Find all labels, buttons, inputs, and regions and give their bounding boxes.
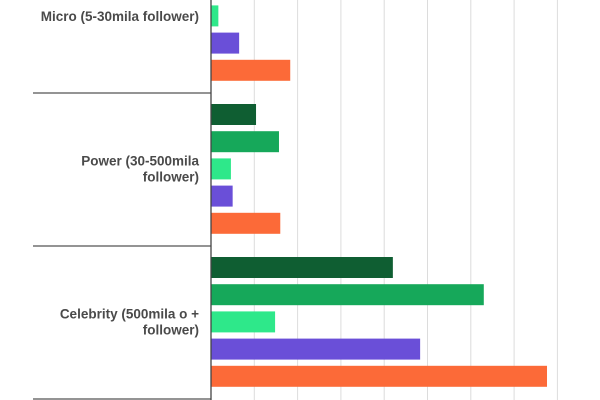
bar-3-3 (211, 311, 276, 333)
bar-2-3 (211, 158, 231, 180)
category-label-line: Micro (5-30mila follower) (41, 9, 199, 24)
bar-3-1 (211, 257, 393, 278)
bar-2-1 (211, 104, 257, 125)
category-label: Power (30-500mila follower) (81, 154, 199, 185)
bar-3-4 (211, 338, 421, 360)
category-label-line: follower) (143, 323, 199, 338)
bar-2-4 (211, 185, 233, 207)
bar-1-5 (211, 59, 291, 81)
bar-1-3 (211, 5, 219, 27)
category-label: Micro (5-30mila follower) (41, 9, 199, 24)
bar-2-5 (211, 212, 281, 234)
category-label: Celebrity (500mila o + follower) (60, 307, 199, 338)
bar-2-2 (211, 131, 279, 153)
category-label-line: Celebrity (500mila o + (60, 307, 199, 322)
category-label-line: Power (30-500mila (81, 154, 199, 169)
bar-3-5 (211, 365, 548, 387)
bar-1-4 (211, 32, 240, 54)
category-label-line: follower) (143, 170, 199, 185)
bar-3-2 (211, 284, 484, 306)
